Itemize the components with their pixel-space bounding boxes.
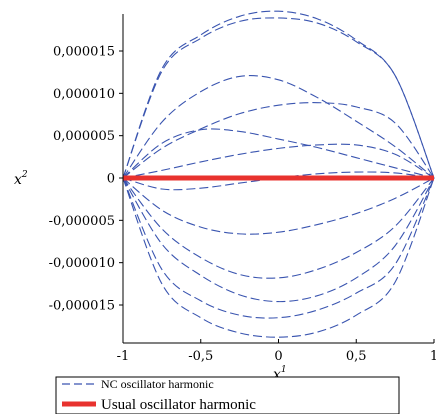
- legend: NC oscillator harmonic Usual oscillator …: [55, 376, 400, 414]
- nc-oscillator-curve-7: [122, 171, 435, 191]
- nc-oscillator-curve-8: [122, 177, 435, 235]
- nc-oscillator-curve-4: [122, 102, 435, 179]
- x-tick-label-3: 0: [274, 349, 282, 364]
- x-tick-label-5: 1: [430, 349, 436, 364]
- y-axis-label-base: x: [14, 172, 22, 188]
- y-tick-label-2: 0,000010: [53, 87, 115, 102]
- y-tick-label-3: 0,000005: [53, 129, 115, 144]
- nc-oscillator-curve-11: [122, 177, 435, 319]
- y-tick-label-7: -0,000015: [49, 299, 115, 314]
- nc-oscillator-curve-5: [122, 128, 435, 179]
- y-axis-label-sup: 2: [21, 170, 28, 180]
- nc-oscillator-curve-6: [122, 143, 435, 179]
- y-tick-label-5: -0,000005: [49, 214, 115, 229]
- x-tick-label-2: -0,5: [188, 349, 213, 364]
- nc-oscillator-curve-9: [122, 177, 435, 279]
- y-tick-label-1: 0,000015: [53, 45, 115, 60]
- nc-oscillator-curve-3: [122, 75, 435, 179]
- nc-oscillator-curve-12: [122, 177, 435, 338]
- nc-oscillator-curve-10: [122, 177, 435, 303]
- x-axis-label-base: x: [273, 367, 281, 383]
- legend-label-usual: Usual oscillator harmonic: [101, 397, 256, 413]
- y-tick-label-6: -0,000010: [49, 256, 115, 271]
- x-axis-label: x1: [273, 365, 287, 383]
- nc-oscillator-curve-2: [122, 17, 435, 179]
- legend-label-nc: NC oscillator harmonic: [101, 377, 214, 391]
- ticks-layer: 0,000015 0,000010 0,000005 0 -0,000005 -0,000…: [49, 45, 436, 365]
- y-axis-label: x2: [14, 170, 28, 188]
- nc-oscillator-curve-1: [122, 10, 435, 179]
- x-tick-label-4: 0,5: [346, 349, 367, 364]
- x-tick-label-1: -1: [117, 349, 130, 364]
- y-tick-label-4: 0: [107, 172, 115, 187]
- legend-box: [55, 376, 400, 414]
- x-axis-label-sup: 1: [281, 365, 287, 375]
- curves-layer: [122, 10, 435, 338]
